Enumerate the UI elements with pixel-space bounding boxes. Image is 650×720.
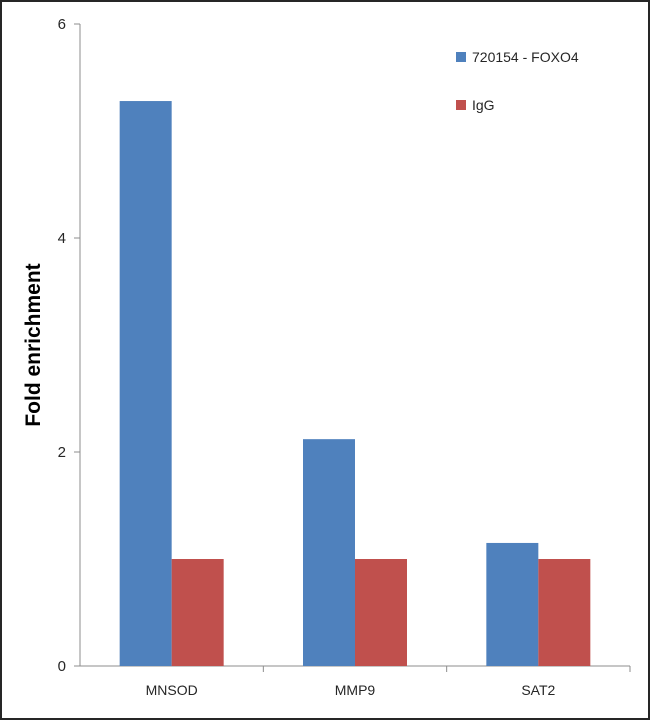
y-tick-label: 2 (58, 444, 66, 461)
y-tick-label: 0 (58, 658, 66, 675)
bar-igg-mmp9 (355, 559, 407, 666)
y-tick-label: 6 (58, 16, 66, 33)
legend: 720154 - FOXO4 IgG (456, 49, 579, 113)
x-category-label: SAT2 (521, 682, 555, 698)
plot-area: 0 2 4 6 MNSOD MMP9 SAT2 (58, 16, 631, 698)
bar-igg-sat2 (538, 559, 591, 666)
bar-igg-mnsod (171, 559, 224, 666)
y-axis-label: Fold enrichment (22, 263, 45, 426)
bar-foxo4-sat2 (486, 542, 539, 666)
legend-swatch-foxo4 (456, 52, 466, 62)
bar-foxo4-mmp9 (303, 439, 355, 666)
y-tick-label: 4 (58, 230, 66, 247)
x-category-label: MNSOD (146, 682, 198, 698)
x-category-label: MMP9 (335, 682, 376, 698)
legend-label-igg: IgG (472, 97, 495, 113)
legend-swatch-igg (456, 100, 466, 110)
legend-label-foxo4: 720154 - FOXO4 (472, 49, 579, 65)
bar-foxo4-mnsod (119, 101, 172, 667)
